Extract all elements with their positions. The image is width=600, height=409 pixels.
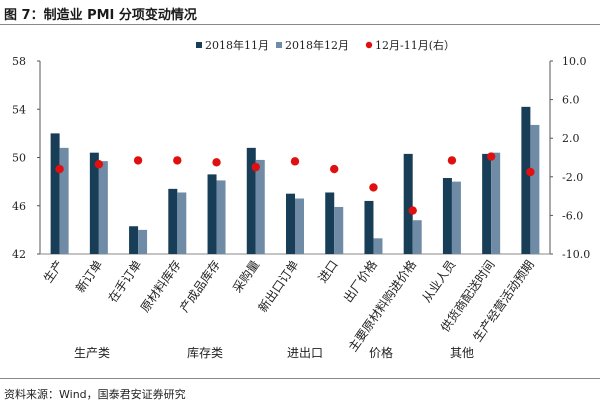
bar-dec xyxy=(373,238,383,254)
left-tick-label: 50 xyxy=(12,152,26,165)
diff-point xyxy=(290,157,300,166)
bar-nov xyxy=(364,200,374,254)
diff-point xyxy=(330,164,339,174)
bar-nov xyxy=(50,133,60,254)
left-tick-label: 58 xyxy=(12,55,26,68)
diff-point xyxy=(486,152,496,161)
source-note: 资料来源：Wind，国泰君安证券研究 xyxy=(4,388,186,401)
bar-dec xyxy=(491,152,501,254)
bar-nov xyxy=(482,153,492,254)
title-divider xyxy=(0,24,600,25)
legend-swatch xyxy=(365,41,373,49)
bar-nov xyxy=(442,178,452,254)
right-tick-label: 10.0 xyxy=(562,55,587,68)
bar-dec xyxy=(138,229,148,254)
diff-point xyxy=(408,206,417,215)
category-label: 采购量 xyxy=(229,257,262,295)
left-tick-label: 42 xyxy=(12,248,26,261)
bar-nov xyxy=(89,152,99,254)
right-tick-label: -2.0 xyxy=(562,171,583,184)
bar-nov xyxy=(521,106,531,255)
group-label: 进出口 xyxy=(287,346,323,360)
group-label: 其他 xyxy=(450,346,474,360)
group-label: 生产类 xyxy=(74,346,110,360)
diff-point xyxy=(133,156,143,165)
bar-nov xyxy=(286,193,295,254)
bar-dec xyxy=(216,180,226,254)
category-label: 出厂价格 xyxy=(340,257,380,305)
category-label: 新订单 xyxy=(72,257,105,295)
bar-dec xyxy=(451,181,461,254)
legend-swatch xyxy=(196,42,202,48)
bar-nov xyxy=(325,192,335,254)
diff-point xyxy=(251,162,260,172)
diff-point xyxy=(94,160,104,169)
category-label: 生产 xyxy=(41,258,66,286)
legend-label: 2018年11月 xyxy=(205,38,269,52)
group-label: 库存类 xyxy=(187,345,223,360)
group-label: 价格 xyxy=(369,345,393,360)
bar-nov xyxy=(168,188,178,254)
chart-svg: 42 46 50 54 58 -10.0 -6.0 -2.0 2.0 6.0 10.0 生产 新订单 在手… xyxy=(12,38,590,360)
legend-label: 12月-11月(右） xyxy=(375,38,455,52)
right-tick-label: -6.0 xyxy=(562,209,583,222)
right-tick-label: -10.0 xyxy=(562,248,590,261)
diff-point xyxy=(55,164,64,174)
bar-nov xyxy=(403,153,413,254)
bar-nov xyxy=(207,174,217,254)
bar-dec xyxy=(98,161,108,254)
right-tick-label: 6.0 xyxy=(562,94,580,107)
figure-title: 图 7：制造业 PMI 分项变动情况 xyxy=(4,8,197,23)
category-label: 主要原材料购进价格 xyxy=(345,257,419,354)
diff-point xyxy=(526,167,535,177)
diff-point xyxy=(369,183,378,192)
category-label: 在手订单 xyxy=(106,258,145,305)
source-divider xyxy=(0,378,600,379)
category-label: 进口 xyxy=(315,258,340,286)
bar-dec xyxy=(412,220,422,254)
bar-dec xyxy=(295,198,304,254)
bar-nov xyxy=(129,226,139,254)
legend-label: 2018年12月 xyxy=(285,38,349,52)
diff-point xyxy=(173,156,182,165)
diff-point xyxy=(447,156,457,165)
diff-point xyxy=(212,158,221,167)
bar-dec xyxy=(59,147,69,254)
left-tick-label: 46 xyxy=(12,200,26,213)
bar-dec xyxy=(530,124,540,255)
category-label: 从业人员 xyxy=(419,258,458,305)
bar-dec xyxy=(255,159,265,254)
legend-swatch xyxy=(276,42,282,48)
right-tick-label: 2.0 xyxy=(562,132,580,145)
bar-dec xyxy=(334,206,344,254)
left-tick-label: 54 xyxy=(12,103,26,116)
bar-nov xyxy=(246,147,256,254)
bar-dec xyxy=(177,192,187,254)
